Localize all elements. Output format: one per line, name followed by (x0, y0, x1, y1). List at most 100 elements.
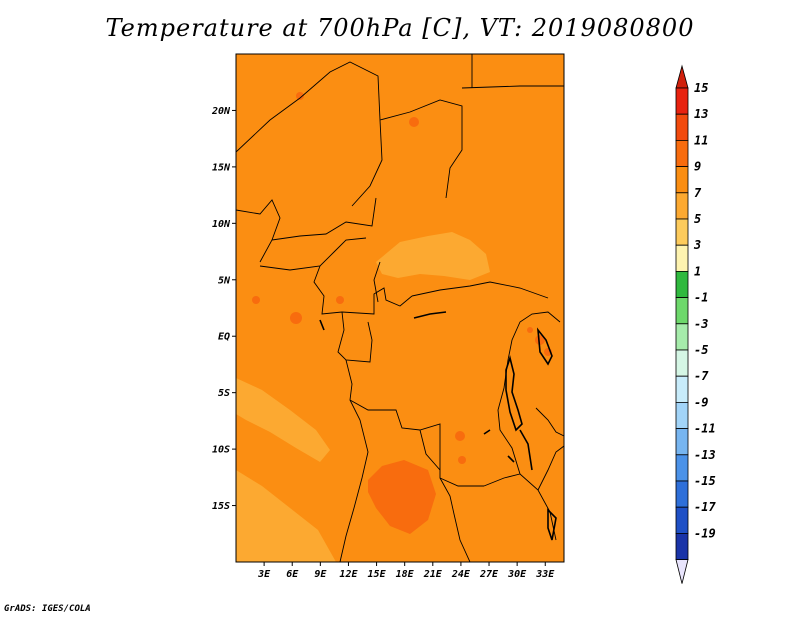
lon-tick-label: 24E (451, 569, 471, 580)
warm-speck (535, 335, 545, 345)
colorbar-box (675, 270, 689, 298)
lat-tick-label: 15S (212, 501, 230, 512)
colorbar-box (675, 297, 689, 325)
colorbar-label: 3 (693, 238, 701, 252)
colorbar-box (675, 139, 689, 167)
colorbar-label: 15 (694, 81, 708, 95)
lake-outline (507, 455, 515, 463)
lon-tick-label: 6E (286, 569, 299, 580)
country-border (271, 197, 377, 241)
plot-frame (235, 53, 565, 563)
lon-tick-label: 27E (479, 569, 499, 580)
country-border (313, 265, 413, 315)
warm-speck (252, 296, 260, 304)
colorbar-label: 13 (694, 107, 708, 121)
colorbar-box (675, 454, 689, 482)
warm-speck (409, 117, 419, 127)
colorbar-label: -1 (694, 291, 708, 305)
colorbar-box (675, 506, 689, 534)
lake-outline (505, 355, 523, 432)
warm-speck (290, 312, 302, 324)
colorbar-box (675, 375, 689, 403)
colorbar-box (675, 244, 689, 272)
colorbar-box (675, 401, 689, 429)
lat-tick-label: 15N (212, 162, 231, 173)
lon-tick-label: 15E (368, 569, 387, 580)
lake-outline (413, 311, 447, 319)
colorbar-box (675, 428, 689, 456)
field-region-cool-patch-cameroon (376, 232, 490, 280)
colorbar-under-triangle (675, 559, 689, 584)
country-border (507, 311, 561, 361)
warm-speck (296, 92, 304, 100)
colorbar-box (675, 533, 689, 561)
country-border (535, 407, 564, 437)
lat-tick-label: 5N (218, 275, 231, 286)
lon-tick-label: 9E (314, 569, 327, 580)
grads-credit: GrADS: IGES/COLA (4, 604, 91, 614)
lat-tick-label: 10N (212, 219, 231, 230)
field-region-south-west-coast (236, 470, 336, 562)
colorbar-over-triangle (675, 64, 689, 89)
colorbar-box (675, 349, 689, 377)
colorbar-label: 11 (694, 133, 708, 147)
country-border (537, 445, 564, 491)
lon-tick-label: 33E (535, 569, 555, 580)
lat-tick-label: 20N (211, 106, 231, 117)
lake-outline (519, 429, 533, 471)
colorbar-box (675, 87, 689, 115)
colorbar-label: 9 (694, 160, 701, 174)
colorbar-label: -17 (694, 500, 716, 514)
country-border (236, 199, 281, 263)
lat-tick-label: 5S (218, 388, 230, 399)
country-border (373, 261, 381, 303)
country-border (379, 99, 463, 199)
lake-outline (547, 508, 557, 541)
warm-speck (527, 327, 533, 333)
colorbar-label: 5 (694, 212, 701, 226)
colorbar-box (675, 192, 689, 220)
colorbar-label: -13 (694, 448, 716, 462)
warm-speck (458, 456, 466, 464)
country-border (461, 85, 564, 89)
colorbar-box (675, 218, 689, 246)
colorbar-label: -7 (694, 369, 709, 383)
country-border (419, 429, 441, 471)
lake-outline (536, 327, 553, 366)
country-border (236, 61, 383, 207)
lon-tick-label: 30E (507, 569, 527, 580)
colorbar-label: -9 (694, 395, 708, 409)
colorbar-label: -19 (694, 526, 716, 540)
country-border (411, 281, 549, 299)
colorbar-box (675, 113, 689, 141)
lon-tick-label: 18E (396, 569, 415, 580)
colorbar-box (675, 480, 689, 508)
lon-tick-label: 12E (339, 569, 358, 580)
colorbar-box (675, 323, 689, 351)
colorbar-label: -11 (694, 422, 716, 436)
warm-speck (455, 431, 465, 441)
country-border (483, 473, 557, 541)
lat-tick-label: EQ (218, 332, 230, 343)
country-border (345, 359, 484, 487)
lake-outline (319, 319, 325, 331)
colorbar-label: -3 (694, 317, 708, 331)
lon-tick-label: 3E (257, 569, 271, 580)
country-border (497, 359, 521, 475)
country-border (439, 477, 471, 562)
colorbar-label: -5 (694, 343, 708, 357)
field-region-angola-warm-pocket (368, 460, 436, 534)
lake-outline (483, 429, 491, 435)
country-border (259, 237, 367, 271)
colorbar-label: -15 (694, 474, 716, 488)
warm-speck (336, 296, 344, 304)
colorbar-label: 7 (694, 186, 702, 200)
field-region-cool-patch-atlantic (236, 378, 330, 462)
lat-tick-label: 10S (212, 445, 230, 456)
lon-tick-label: 21E (423, 569, 443, 580)
chart-title: Temperature at 700hPa [C], VT: 201908080… (105, 14, 695, 42)
colorbar-label: 1 (694, 264, 701, 278)
country-border (339, 399, 369, 562)
colorbar-box (675, 166, 689, 194)
